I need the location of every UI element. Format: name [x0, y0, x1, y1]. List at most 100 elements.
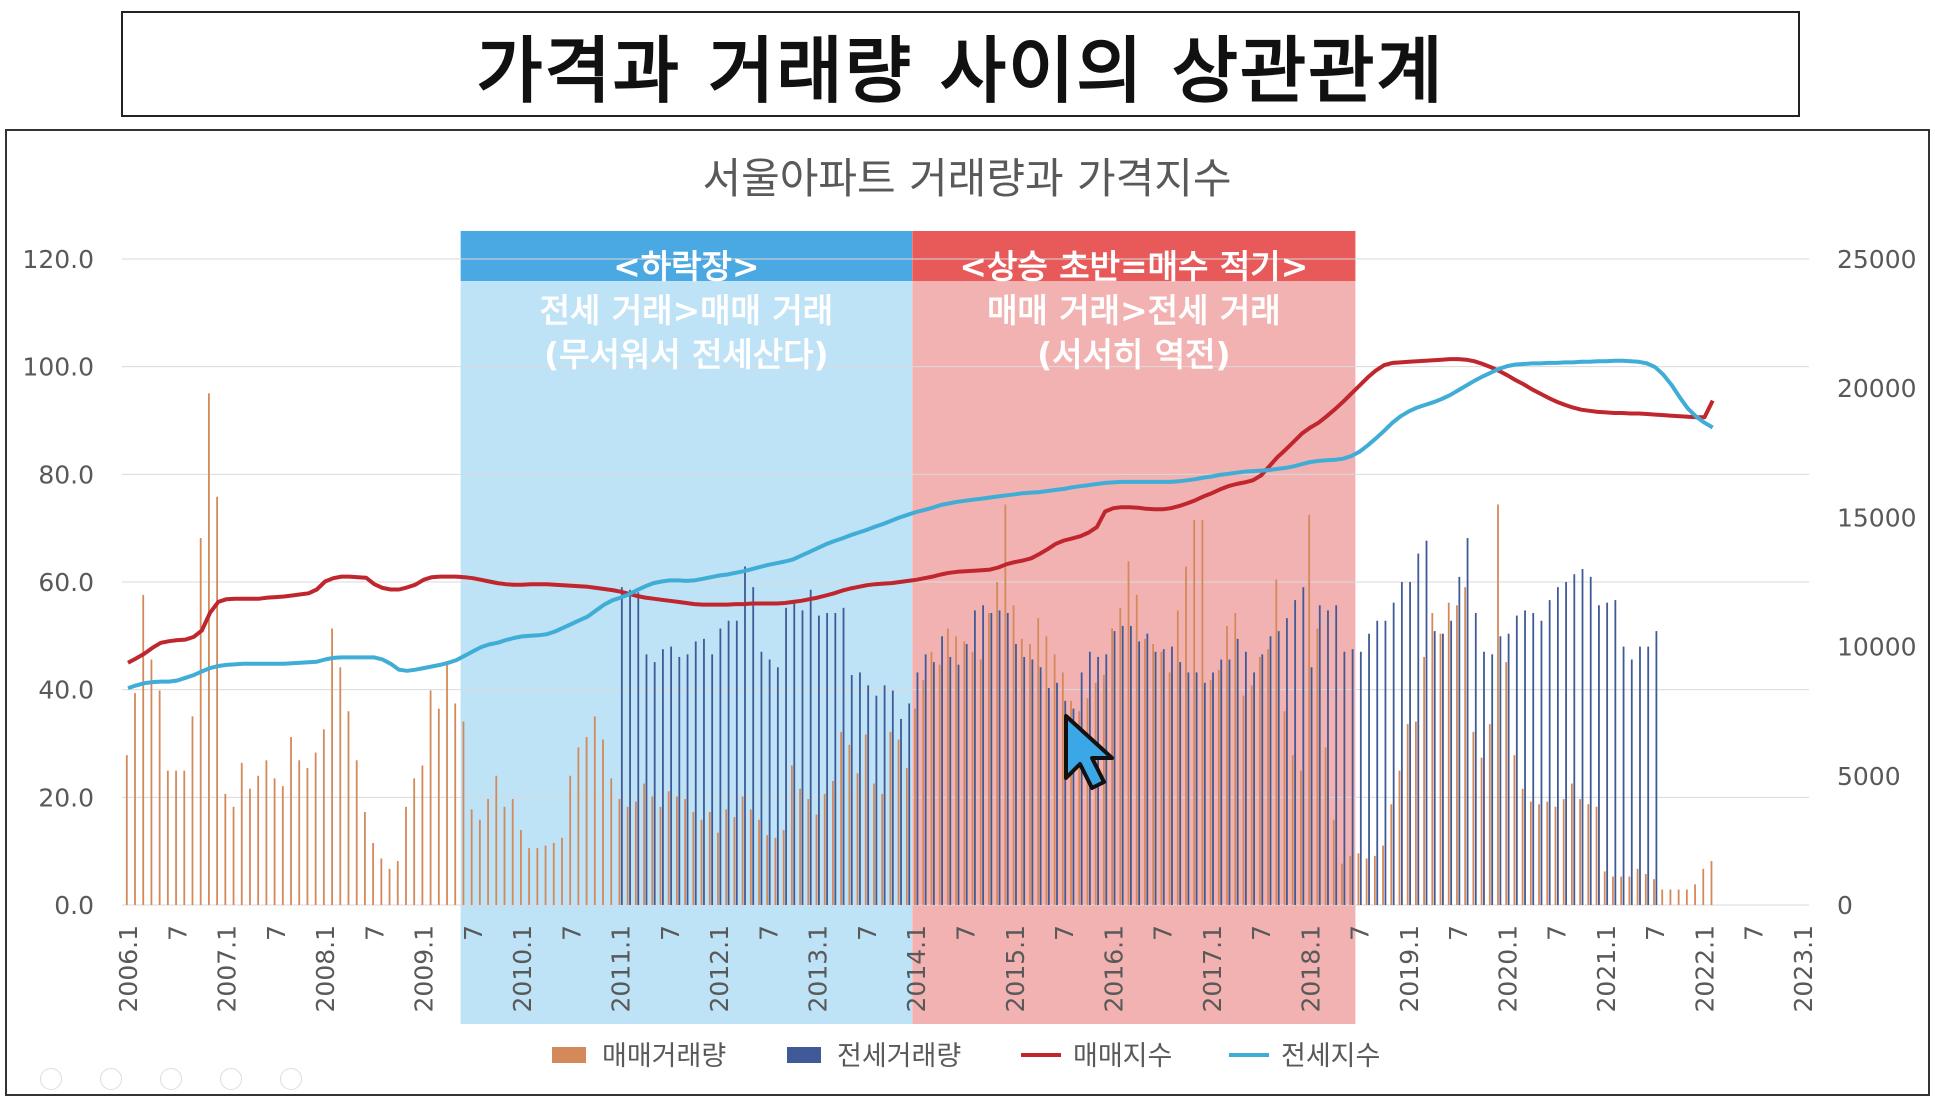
bar-sale-volume	[216, 496, 219, 905]
bar-sale-volume	[1398, 770, 1401, 905]
bar-sale-volume	[1078, 711, 1081, 905]
bar-jeonse-volume	[834, 613, 837, 905]
bar-sale-volume	[478, 819, 481, 905]
x-tick-label: 2021.1	[1592, 925, 1621, 1012]
x-tick-label: 2006.1	[114, 925, 143, 1012]
bar-jeonse-volume	[1622, 646, 1625, 905]
bar-sale-volume	[1176, 610, 1179, 905]
toolbar-slides-icon[interactable]	[160, 1068, 182, 1090]
slide-toolbar	[40, 1068, 302, 1090]
bar-jeonse-volume	[957, 664, 960, 905]
bar-jeonse-volume	[1474, 613, 1477, 905]
bar-sale-volume	[1316, 628, 1319, 905]
bar-jeonse-volume	[1507, 633, 1510, 905]
bar-sale-volume	[1653, 879, 1655, 905]
bar-jeonse-volume	[1105, 654, 1108, 905]
bar-sale-volume	[733, 817, 736, 905]
x-tick-label: 7	[754, 925, 783, 941]
x-tick-label: 2015.1	[1001, 925, 1030, 1012]
line-jeonse-index	[127, 358, 1714, 690]
bar-jeonse-volume	[900, 718, 902, 905]
bar-jeonse-volume	[1212, 672, 1214, 905]
toolbar-pen-icon[interactable]	[100, 1068, 122, 1090]
bar-sale-volume	[544, 845, 547, 905]
bar-sale-volume	[1702, 868, 1705, 905]
bar-sale-volume	[766, 835, 769, 905]
bar-jeonse-volume	[1294, 600, 1297, 905]
annotation-text-falling: (무서워서 전세산다)	[544, 335, 829, 374]
bar-jeonse-volume	[1015, 644, 1017, 905]
bar-sale-volume	[996, 582, 999, 905]
bar-jeonse-volume	[1310, 667, 1313, 905]
bar-jeonse-volume	[1130, 625, 1132, 905]
legend-swatch-0	[552, 1047, 586, 1063]
bar-sale-volume	[684, 799, 687, 905]
bar-sale-volume	[889, 731, 892, 905]
bar-sale-volume	[758, 819, 760, 905]
y-left-tick-label: 20.0	[38, 783, 94, 812]
bar-jeonse-volume	[1548, 600, 1551, 905]
bar-sale-volume	[487, 799, 489, 905]
bar-sale-volume	[1439, 633, 1442, 905]
bar-jeonse-volume	[1384, 620, 1387, 905]
bar-sale-volume	[577, 747, 580, 905]
bar-jeonse-volume	[1565, 582, 1567, 905]
toolbar-back-icon[interactable]	[40, 1068, 62, 1090]
bar-jeonse-volume	[653, 662, 656, 905]
bar-sale-volume	[585, 737, 588, 905]
bar-sale-volume	[1291, 755, 1294, 905]
x-tick-label: 2010.1	[508, 925, 537, 1012]
bar-jeonse-volume	[1113, 631, 1116, 905]
bar-sale-volume	[1209, 680, 1212, 905]
chart: 0.0 20.0 40.0 60.0 80.0 100.0 120.0 0 5000 10000 1…	[22, 154, 1916, 1072]
bar-sale-volume	[1710, 861, 1713, 905]
bar-jeonse-volume	[1244, 651, 1247, 905]
bar-sale-volume	[495, 775, 498, 905]
bar-sale-volume	[125, 755, 128, 905]
bar-sale-volume	[955, 636, 957, 905]
bar-sale-volume	[938, 664, 941, 905]
bar-sale-volume	[782, 830, 785, 905]
bar-sale-volume	[240, 762, 243, 905]
bar-jeonse-volume	[1392, 602, 1395, 905]
toolbar-zoom-icon[interactable]	[220, 1068, 242, 1090]
bars	[125, 393, 1713, 905]
bar-sale-volume	[1332, 819, 1335, 905]
bar-sale-volume	[503, 806, 506, 905]
bar-jeonse-volume	[1606, 602, 1609, 905]
bar-sale-volume	[314, 752, 317, 905]
bar-sale-volume	[905, 768, 908, 905]
bar-sale-volume	[897, 739, 900, 905]
bar-sale-volume	[1185, 566, 1187, 905]
bar-jeonse-volume	[1425, 540, 1428, 905]
legend-label-3: 전세지수	[1281, 1041, 1380, 1072]
bar-sale-volume	[832, 780, 834, 905]
bar-jeonse-volume	[1121, 625, 1124, 905]
bar-sale-volume	[1497, 504, 1499, 905]
bar-jeonse-volume	[1195, 672, 1198, 905]
bar-jeonse-volume	[982, 605, 985, 905]
bar-jeonse-volume	[867, 685, 870, 905]
bar-sale-volume	[1193, 519, 1196, 905]
bar-sale-volume	[224, 793, 227, 905]
bar-sale-volume	[667, 791, 670, 905]
bar-sale-volume	[396, 861, 399, 905]
annotation-header-falling	[460, 231, 913, 281]
bar-sale-volume	[1570, 783, 1573, 905]
bar-jeonse-volume	[1318, 605, 1321, 905]
bar-sale-volume	[1283, 711, 1286, 905]
bar-jeonse-volume	[801, 610, 804, 905]
bar-jeonse-volume	[826, 613, 829, 905]
annotation-header-rising	[912, 231, 1356, 281]
x-tick-label: 2007.1	[213, 925, 242, 1012]
bar-sale-volume	[1300, 770, 1302, 905]
bar-sale-volume	[306, 768, 309, 905]
bar-sale-volume	[183, 770, 186, 905]
bar-jeonse-volume	[735, 620, 738, 905]
toolbar-more-icon[interactable]	[280, 1068, 302, 1090]
x-tick-label: 2012.1	[705, 925, 734, 1012]
bar-sale-volume	[446, 662, 448, 905]
bar-sale-volume	[405, 806, 407, 905]
bar-jeonse-volume	[1515, 615, 1518, 905]
bar-jeonse-volume	[760, 651, 763, 905]
